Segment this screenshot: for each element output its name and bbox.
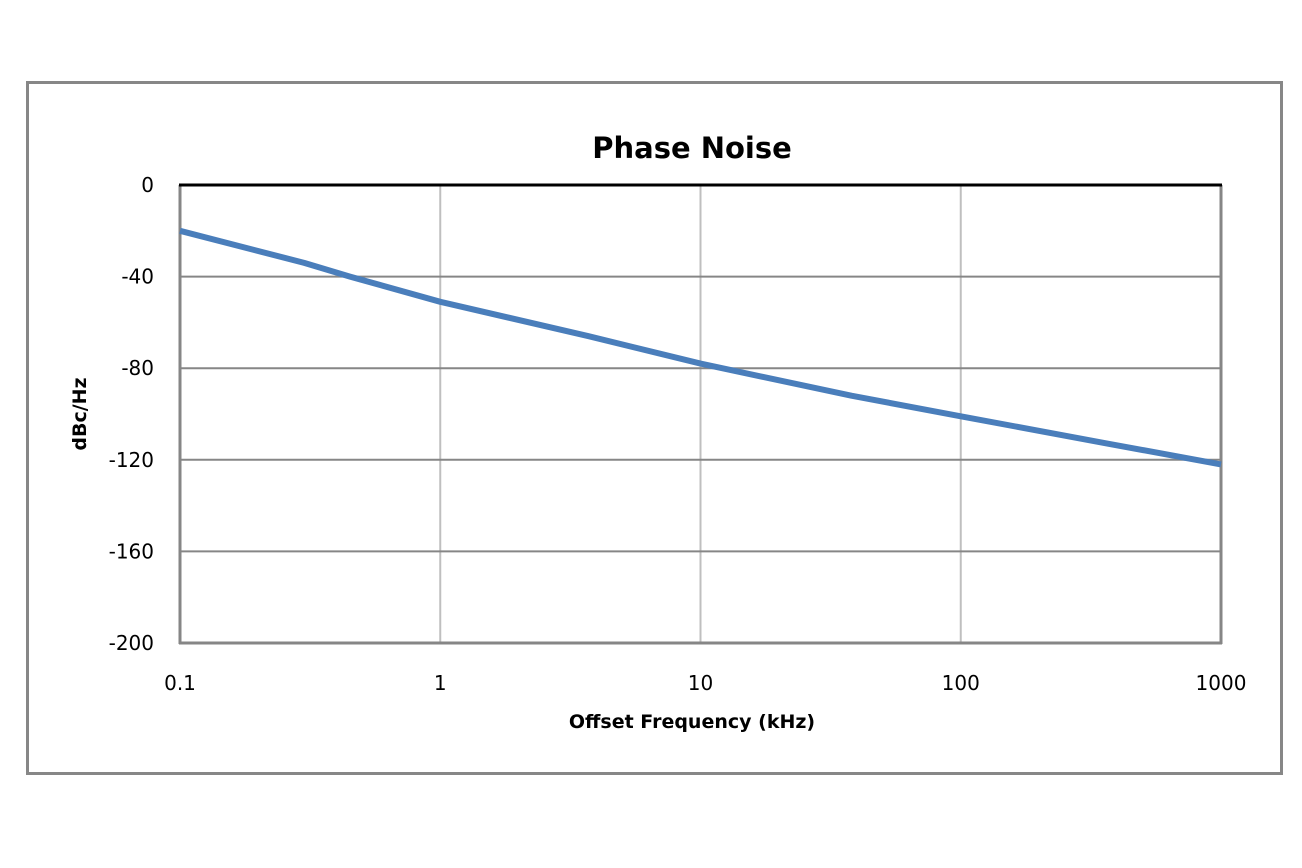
y-tick-label: 0 [141, 173, 154, 197]
grid-lines [178, 183, 1223, 645]
x-tick-label: 100 [942, 671, 980, 695]
y-tick-label: -160 [109, 539, 154, 563]
y-tick-label: -80 [121, 356, 154, 380]
x-tick-label: 1000 [1196, 671, 1247, 695]
x-axis-label: Offset Frequency (kHz) [569, 711, 815, 733]
y-tick-label: -40 [121, 265, 154, 289]
x-tick-label: 0.1 [164, 671, 196, 695]
x-tick-label: 1 [434, 671, 447, 695]
y-axis-label: dBc/Hz [69, 377, 91, 450]
y-tick-label: -120 [109, 448, 154, 472]
x-tick-label: 10 [688, 671, 713, 695]
x-axis-ticks: 0.1 1 10 100 1000 [164, 671, 1246, 695]
chart-frame [26, 81, 1283, 775]
data-series [179, 227, 1222, 468]
phase-noise-line [179, 227, 1222, 468]
y-axis-ticks: 0 -40 -80 -120 -160 -200 [109, 173, 154, 655]
chart-title: Phase Noise [592, 131, 792, 165]
y-tick-label: -200 [109, 631, 154, 655]
